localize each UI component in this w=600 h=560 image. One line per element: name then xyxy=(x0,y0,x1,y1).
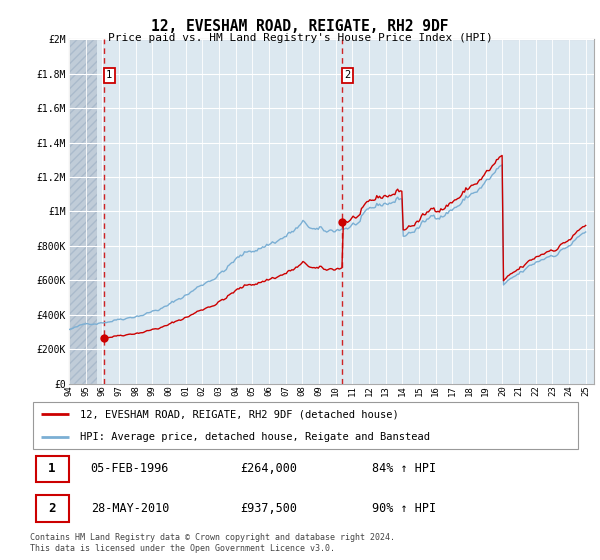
Text: 1: 1 xyxy=(106,71,112,81)
Text: 1: 1 xyxy=(49,463,56,475)
FancyBboxPatch shape xyxy=(35,495,68,521)
Bar xyxy=(69,39,97,384)
Text: 84% ↑ HPI: 84% ↑ HPI xyxy=(372,463,436,475)
Text: 12, EVESHAM ROAD, REIGATE, RH2 9DF: 12, EVESHAM ROAD, REIGATE, RH2 9DF xyxy=(151,19,449,34)
Text: £937,500: £937,500 xyxy=(240,502,297,515)
Text: 2: 2 xyxy=(344,71,351,81)
Text: Price paid vs. HM Land Registry's House Price Index (HPI): Price paid vs. HM Land Registry's House … xyxy=(107,32,493,43)
Text: 12, EVESHAM ROAD, REIGATE, RH2 9DF (detached house): 12, EVESHAM ROAD, REIGATE, RH2 9DF (deta… xyxy=(80,409,398,419)
FancyBboxPatch shape xyxy=(35,456,68,482)
Text: £264,000: £264,000 xyxy=(240,463,297,475)
Text: 2: 2 xyxy=(49,502,56,515)
FancyBboxPatch shape xyxy=(33,402,578,449)
Text: 05-FEB-1996: 05-FEB-1996 xyxy=(91,463,169,475)
Text: HPI: Average price, detached house, Reigate and Banstead: HPI: Average price, detached house, Reig… xyxy=(80,432,430,442)
Text: 28-MAY-2010: 28-MAY-2010 xyxy=(91,502,169,515)
Text: 90% ↑ HPI: 90% ↑ HPI xyxy=(372,502,436,515)
Text: Contains HM Land Registry data © Crown copyright and database right 2024.
This d: Contains HM Land Registry data © Crown c… xyxy=(30,533,395,553)
